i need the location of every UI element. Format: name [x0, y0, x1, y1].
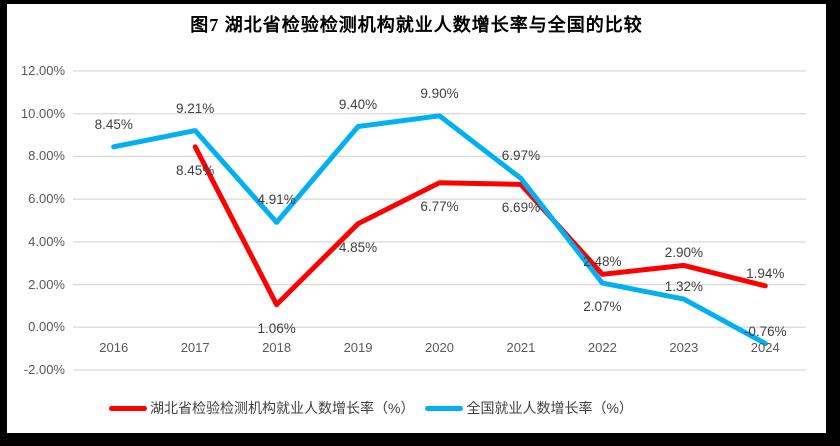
series-line-national: [111, 113, 768, 346]
y-tick-label: 6.00%: [28, 191, 65, 207]
x-tick-label: 2018: [262, 340, 292, 355]
data-label-hubei-2021: 6.69%: [501, 200, 541, 216]
legend: 湖北省检验检测机构就业人数增长率（%） 全国就业人数增长率（%）: [109, 398, 633, 418]
data-label-hubei-2018: 1.06%: [257, 320, 296, 336]
x-tick-label: 2016: [99, 340, 129, 355]
data-label-national-2016: 8.45%: [94, 116, 133, 132]
x-tick-label: 2020: [425, 340, 454, 355]
data-label-national-2018: 4.91%: [257, 192, 296, 208]
y-tick-label: -2.00%: [23, 362, 65, 377]
y-tick-label: 12.00%: [20, 63, 65, 78]
data-label-national-2017: 9.21%: [176, 100, 215, 116]
x-tick-label: 2022: [587, 340, 617, 355]
data-label-national-2019: 9.40%: [338, 96, 378, 112]
y-tick-label: 0.00%: [28, 319, 65, 335]
data-label-hubei-2023: 2.90%: [664, 245, 703, 261]
legend-swatch-red: [109, 405, 147, 411]
data-label-national-2024: -0.76%: [743, 323, 787, 339]
x-tick-label: 2019: [343, 340, 373, 355]
data-label-hubei-2020: 6.77%: [420, 198, 459, 214]
data-label-hubei-2019: 4.85%: [338, 239, 378, 255]
data-label-national-2021: 6.97%: [501, 148, 541, 164]
y-tick-label: 2.00%: [28, 276, 65, 292]
series-line-hubei: [192, 144, 768, 308]
legend-item-national: 全国就业人数增长率（%）: [425, 398, 633, 418]
y-tick-label: 8.00%: [28, 148, 65, 164]
data-label-hubei-2024: 1.94%: [746, 265, 785, 281]
x-tick-label: 2023: [669, 340, 699, 355]
data-label-national-2023: 1.32%: [664, 279, 703, 295]
data-label-national-2020: 9.90%: [420, 85, 459, 101]
legend-label: 全国就业人数增长率（%）: [466, 400, 633, 416]
x-tick-label: 2024: [750, 340, 780, 355]
chart-canvas: 图7 湖北省检验检测机构就业人数增长率与全国的比较 12.00% 10.00% 8.…: [7, 4, 826, 433]
plot-area: [73, 70, 806, 371]
legend-label: 湖北省检验检测机构就业人数增长率（%）: [150, 400, 415, 416]
x-tick-label: 2017: [180, 340, 210, 355]
data-label-hubei-2017: 8.45%: [176, 162, 215, 178]
data-label-national-2022: 2.07%: [583, 299, 622, 315]
y-tick-label: 4.00%: [28, 233, 65, 249]
x-tick-label: 2021: [506, 340, 536, 355]
y-tick-label: 10.00%: [20, 105, 65, 121]
data-label-hubei-2022: 2.48%: [583, 254, 622, 270]
chart-title: 图7 湖北省检验检测机构就业人数增长率与全国的比较: [190, 15, 643, 35]
legend-swatch-blue: [425, 405, 464, 411]
legend-item-hubei: 湖北省检验检测机构就业人数增长率（%）: [109, 398, 414, 418]
